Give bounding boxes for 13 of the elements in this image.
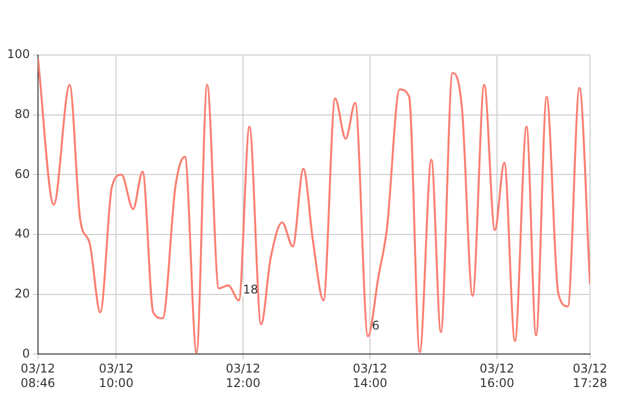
x-tick-label: 03/12 12:00 bbox=[226, 362, 260, 390]
x-tick-label: 03/12 14:00 bbox=[352, 362, 388, 390]
y-tick-label: 40 bbox=[14, 226, 30, 241]
x-tick-label: 03/12 08:46 bbox=[20, 362, 56, 390]
x-tick-label: 03/12 16:00 bbox=[480, 362, 514, 390]
y-tick-label: 80 bbox=[14, 106, 30, 121]
y-tick-label: 20 bbox=[14, 286, 30, 300]
y-tick-label: 100 bbox=[7, 47, 30, 62]
annotation: 6 bbox=[372, 318, 380, 332]
x-tick-label: 03/12 10:00 bbox=[98, 362, 134, 390]
y-tick-label: 60 bbox=[14, 166, 30, 181]
x-tick-label: 03/12 17:28 bbox=[572, 362, 608, 390]
y-tick-label: 0 bbox=[22, 346, 30, 360]
